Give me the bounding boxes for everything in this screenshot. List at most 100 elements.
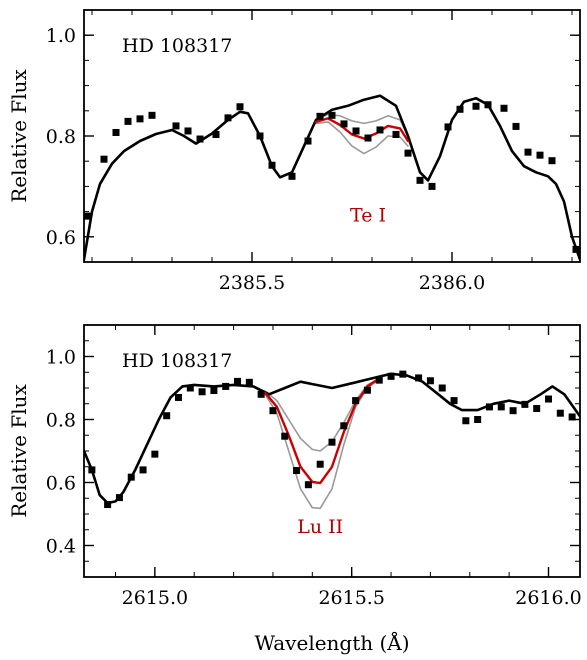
observed-point (438, 384, 446, 392)
observed-point (485, 403, 493, 411)
observed-point (234, 377, 242, 385)
observed-point (288, 172, 296, 180)
element-line-label: Te I (350, 205, 386, 227)
x-tick-label: 2385.5 (219, 272, 285, 294)
observed-point (316, 112, 324, 120)
x-tick-label: 2386.0 (419, 272, 485, 294)
observed-point (512, 122, 520, 130)
observed-point (124, 117, 132, 125)
y-tick-label: 0.4 (46, 536, 76, 558)
observed-point (364, 134, 372, 142)
observed-point (428, 182, 436, 190)
best-fit-curve (263, 377, 381, 485)
observed-point (316, 460, 324, 468)
y-tick-label: 0.6 (46, 227, 76, 249)
observed-point (572, 245, 580, 253)
upper-bound-curve (264, 377, 380, 452)
observed-point (352, 127, 360, 135)
observed-point (269, 407, 277, 415)
no-element-curve (84, 94, 580, 261)
observed-point (100, 155, 108, 163)
observed-point (484, 101, 492, 109)
y-axis-label: Relative Flux (7, 383, 31, 517)
observed-point (304, 137, 312, 145)
observed-point (392, 130, 400, 138)
observed-point (500, 104, 508, 112)
observed-point (115, 494, 123, 502)
observed-point (328, 438, 336, 446)
observed-point (404, 149, 412, 157)
observed-point (127, 473, 135, 481)
plot-area (84, 370, 580, 510)
observed-point (474, 416, 482, 423)
y-tick-label: 0.6 (46, 473, 76, 495)
panel-bottom: 2615.0 2615.5 2616.0 0.4 0.6 0.8 1.0 HD 108317 L… (7, 324, 582, 655)
observed-point (376, 126, 384, 134)
observed-point (509, 407, 517, 415)
observed-point (224, 114, 232, 122)
y-tick-label: 1.0 (46, 347, 76, 369)
observed-point (184, 127, 192, 135)
x-axis-label: Wavelength (Å) (254, 630, 409, 655)
star-label: HD 108317 (122, 350, 232, 372)
observed-point (198, 388, 206, 396)
observed-point (148, 111, 156, 119)
observed-point (222, 382, 230, 390)
no-element-curve (84, 372, 580, 505)
y-axis-label: Relative Flux (7, 68, 31, 202)
y-tick-label: 1.0 (46, 25, 76, 47)
observed-point (363, 386, 371, 394)
observed-point (163, 412, 171, 420)
observed-point (328, 111, 336, 119)
observed-point (536, 151, 544, 159)
observed-point (568, 413, 576, 421)
observed-point (426, 377, 434, 385)
observed-point (450, 397, 458, 405)
observed-point (196, 135, 204, 143)
observed-point (112, 128, 120, 136)
observed-point (84, 212, 92, 220)
panel-top: 2385.5 2386.0 0.6 0.8 1.0 HD 108317 Te I Relati… (7, 9, 581, 294)
observed-point (556, 409, 564, 417)
observed-point (186, 384, 194, 392)
observed-point (415, 374, 423, 382)
observed-point (136, 115, 144, 123)
star-label: HD 108317 (122, 35, 232, 57)
observed-point (352, 397, 360, 405)
observed-point (268, 161, 276, 169)
observed-point (256, 132, 264, 140)
plot-area (84, 94, 580, 261)
observed-point (174, 393, 182, 401)
observed-point (387, 372, 395, 380)
observed-point (139, 466, 147, 474)
x-tick-label: 2616.0 (515, 587, 581, 609)
x-tick-label: 2615.5 (318, 587, 384, 609)
element-line-label: Lu II (297, 516, 343, 538)
lower-bound-curve (264, 378, 380, 510)
observed-point (399, 370, 407, 378)
y-tick-label: 0.8 (46, 126, 76, 148)
observed-point (236, 103, 244, 111)
observed-point (548, 157, 556, 165)
observed-point (257, 390, 265, 398)
observed-point (545, 395, 553, 403)
observed-point (172, 122, 180, 130)
observed-point (210, 387, 218, 395)
observed-point (281, 432, 289, 440)
observed-point (462, 417, 470, 425)
observed-point (497, 403, 505, 411)
observed-point (456, 105, 464, 113)
plot-frame (83, 324, 581, 578)
observed-point (151, 450, 159, 458)
best-fit-curve (314, 117, 410, 143)
observed-point (304, 481, 312, 489)
observed-point (524, 148, 532, 156)
x-tick-label: 2615.0 (122, 587, 188, 609)
observed-point (88, 466, 96, 474)
y-tick-label: 0.8 (46, 410, 76, 432)
observed-point (104, 501, 112, 509)
observed-point (293, 467, 301, 475)
observed-point (416, 176, 424, 184)
observed-point (212, 130, 220, 138)
